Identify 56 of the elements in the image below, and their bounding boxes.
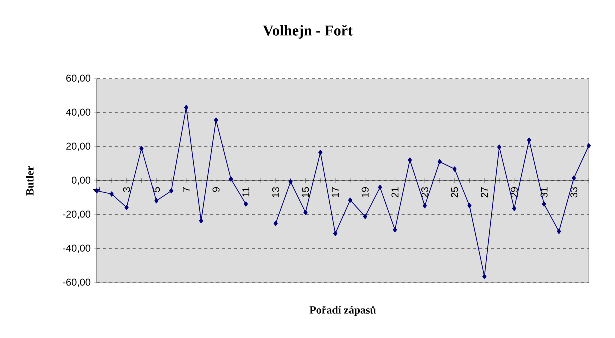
point bbox=[527, 138, 532, 143]
point bbox=[438, 159, 442, 165]
x-tick-label: 33 bbox=[570, 187, 578, 198]
chart-title: Volhejn - Fořt bbox=[263, 25, 353, 39]
x-tick-label: 31 bbox=[540, 187, 548, 198]
point bbox=[214, 118, 218, 123]
x-tick-label: 3 bbox=[123, 187, 130, 192]
point bbox=[586, 143, 592, 149]
point bbox=[422, 203, 428, 209]
point bbox=[110, 192, 114, 197]
point bbox=[170, 188, 174, 194]
point bbox=[124, 205, 129, 210]
y-tick-label: 20,00 bbox=[66, 142, 91, 152]
point bbox=[572, 176, 576, 181]
x-tick-label: 21 bbox=[392, 187, 399, 198]
point bbox=[408, 158, 412, 163]
point bbox=[452, 166, 457, 172]
x-tick-label: 7 bbox=[183, 188, 190, 192]
y-tick-label: 0,00 bbox=[72, 176, 91, 186]
y-tick-label: -40,00 bbox=[63, 244, 91, 254]
point bbox=[274, 221, 278, 226]
point bbox=[468, 203, 472, 209]
point bbox=[348, 198, 353, 203]
point bbox=[378, 185, 382, 190]
y-tick-label: -20,00 bbox=[63, 210, 91, 220]
point bbox=[140, 146, 144, 152]
y-axis-title: Butler bbox=[26, 166, 34, 196]
point bbox=[229, 176, 234, 182]
y-tick-label: -60,00 bbox=[63, 278, 91, 288]
x-tick-label: 19 bbox=[362, 187, 369, 198]
point bbox=[184, 105, 189, 110]
x-tick-label: 13 bbox=[272, 187, 280, 198]
point bbox=[288, 179, 293, 185]
point bbox=[363, 214, 368, 220]
point bbox=[244, 202, 248, 207]
y-tick-label: 40,00 bbox=[66, 108, 91, 118]
x-tick-label: 27 bbox=[481, 188, 488, 198]
point bbox=[498, 144, 502, 150]
x-tick-label: 9 bbox=[212, 187, 220, 192]
point bbox=[318, 150, 323, 156]
point bbox=[304, 210, 308, 216]
point bbox=[542, 202, 546, 207]
point bbox=[482, 274, 487, 280]
point bbox=[154, 198, 159, 204]
x-tick-label: 15 bbox=[302, 187, 310, 198]
x-axis-title: Pořadí zápasů bbox=[310, 306, 376, 316]
x-tick-label: 23 bbox=[421, 187, 429, 198]
x-tick-label: 17 bbox=[332, 188, 339, 198]
point bbox=[199, 218, 204, 224]
x-tick-label: 25 bbox=[451, 187, 458, 198]
y-tick-label: 60,00 bbox=[66, 74, 91, 84]
point bbox=[334, 231, 338, 236]
point bbox=[512, 206, 517, 212]
point bbox=[557, 229, 562, 234]
point bbox=[393, 227, 398, 233]
x-tick-label: 11 bbox=[242, 187, 250, 197]
